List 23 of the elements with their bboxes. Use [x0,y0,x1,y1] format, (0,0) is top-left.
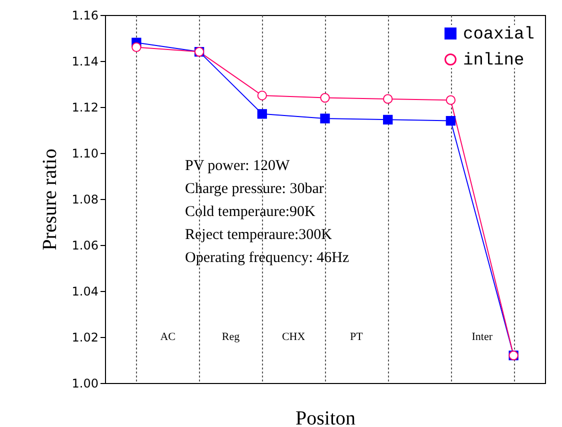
annotation: AC [160,331,176,343]
annotation: PT [350,331,364,343]
annotation: Cold temperaure:90K [185,204,316,220]
annotation: Inter [472,331,493,343]
y-tick-label: 1.04 [72,284,98,298]
annotation: Charge pressure: 30bar [185,181,324,197]
annotation: Reject temperaure:300K [185,227,332,243]
y-tick-label: 1.08 [72,192,98,206]
y-tick-label: 1.16 [72,8,98,22]
y-tick-label: 1.00 [72,376,98,390]
x-axis-title: Positon [295,408,356,427]
y-tick-label: 1.14 [72,54,98,68]
y-tick-label: 1.06 [72,238,98,252]
annotation: PV power: 120W [185,158,291,174]
y-tick-label: 1.10 [72,146,98,160]
annotation: CHX [282,331,306,343]
y-axis-title: Presure ratio [38,148,61,250]
legend-label: coaxial [463,26,534,44]
annotation: Operating frequency: 46Hz [185,250,350,266]
legend-label: inline [463,52,524,70]
annotation: Reg [222,331,240,343]
y-tick-label: 1.02 [72,330,98,344]
y-tick-label: 1.12 [72,100,98,114]
